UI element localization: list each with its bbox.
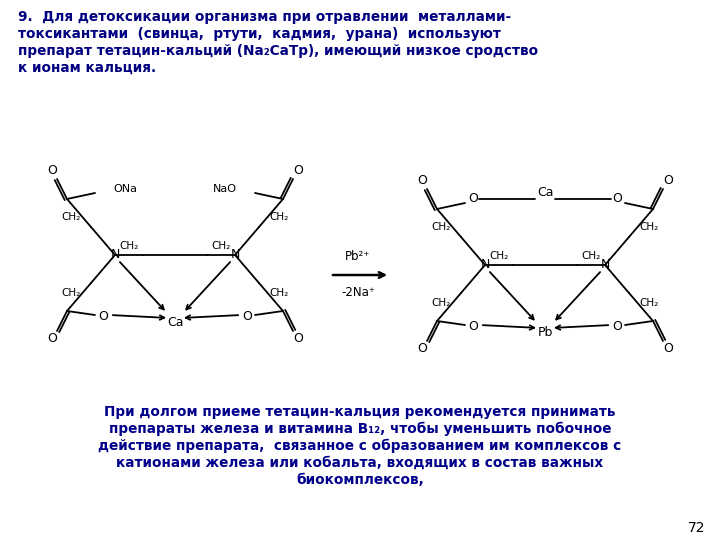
Text: O: O (612, 192, 622, 206)
Text: 9.  Для детоксикации организма при отравлении  металлами-: 9. Для детоксикации организма при отравл… (18, 10, 511, 24)
Text: N: N (230, 248, 240, 261)
Text: CH₂: CH₂ (581, 251, 600, 261)
Text: O: O (663, 342, 673, 355)
Text: NaO: NaO (213, 184, 237, 194)
Text: CH₂: CH₂ (269, 288, 288, 298)
Text: CH₂: CH₂ (639, 222, 658, 232)
Text: O: O (293, 165, 303, 178)
Text: 72: 72 (688, 521, 705, 535)
Text: Pb: Pb (537, 327, 553, 340)
Text: препарат тетацин-кальций (Na₂CaTp), имеющий низкое сродство: препарат тетацин-кальций (Na₂CaTp), имею… (18, 44, 538, 58)
Text: CH₂: CH₂ (639, 298, 658, 308)
Text: O: O (98, 310, 108, 323)
Text: O: O (47, 333, 57, 346)
Text: Pb²⁺: Pb²⁺ (346, 251, 371, 264)
Text: CH₂: CH₂ (490, 251, 508, 261)
Text: CH₂: CH₂ (120, 241, 139, 251)
Text: -2Na⁺: -2Na⁺ (341, 286, 375, 299)
Text: CH₂: CH₂ (62, 288, 81, 298)
Text: CH₂: CH₂ (212, 241, 230, 251)
Text: N: N (110, 248, 120, 261)
Text: O: O (293, 333, 303, 346)
Text: токсикантами  (свинца,  ртути,  кадмия,  урана)  используют: токсикантами (свинца, ртути, кадмия, ура… (18, 27, 501, 41)
Text: N: N (600, 259, 610, 272)
Text: CH₂: CH₂ (62, 212, 81, 222)
Text: CH₂: CH₂ (432, 298, 451, 308)
Text: CH₂: CH₂ (269, 212, 288, 222)
Text: O: O (242, 310, 252, 323)
Text: Ca: Ca (536, 186, 553, 199)
Text: O: O (663, 174, 673, 187)
Text: CH₂: CH₂ (432, 222, 451, 232)
Text: O: O (47, 165, 57, 178)
Text: O: O (417, 174, 427, 187)
Text: O: O (468, 321, 478, 334)
Text: O: O (468, 192, 478, 206)
Text: Ca: Ca (167, 316, 184, 329)
Text: катионами железа или кобальта, входящих в состав важных: катионами железа или кобальта, входящих … (117, 456, 603, 470)
Text: O: O (612, 321, 622, 334)
Text: биокомплексов,: биокомплексов, (296, 473, 424, 487)
Text: При долгом приеме тетацин-кальция рекомендуется принимать: При долгом приеме тетацин-кальция рекоме… (104, 405, 616, 419)
Text: действие препарата,  связанное с образованием им комплексов с: действие препарата, связанное с образова… (99, 439, 621, 453)
Text: ONa: ONa (113, 184, 137, 194)
Text: препараты железа и витамина В₁₂, чтобы уменьшить побочное: препараты железа и витамина В₁₂, чтобы у… (109, 422, 611, 436)
Text: O: O (417, 342, 427, 355)
Text: к ионам кальция.: к ионам кальция. (18, 61, 156, 75)
Text: N: N (480, 259, 490, 272)
